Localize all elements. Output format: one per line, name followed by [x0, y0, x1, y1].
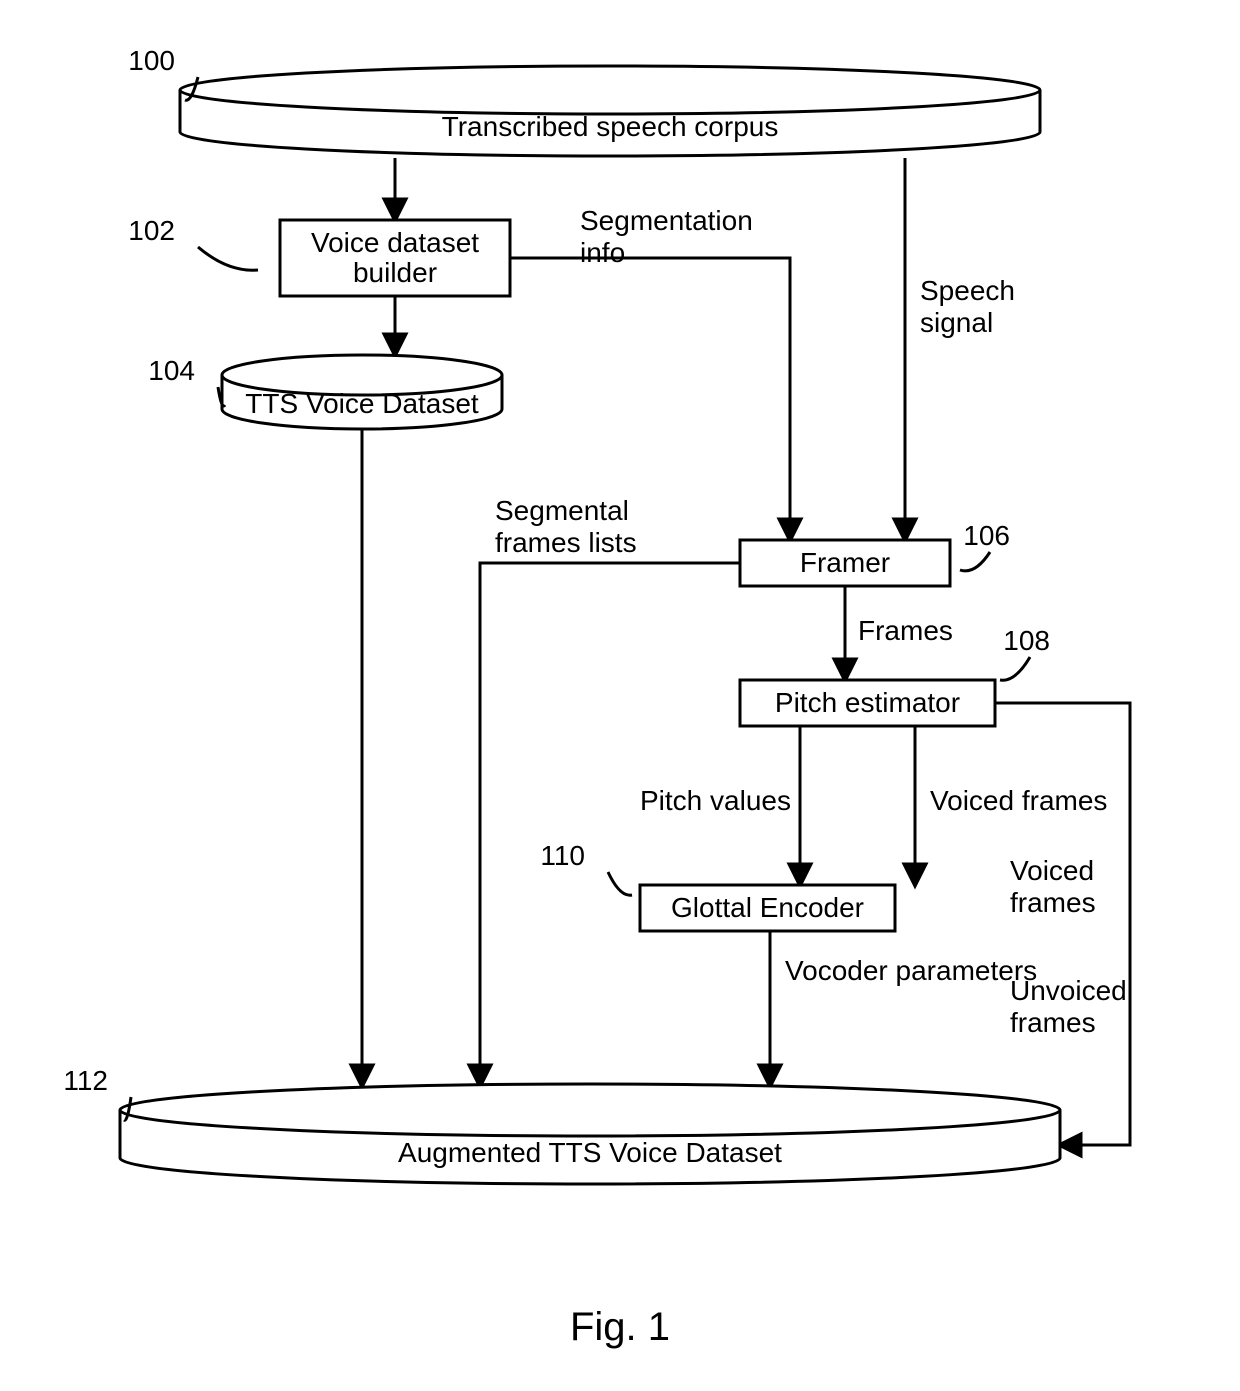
box-pitch: Pitch estimator [740, 680, 995, 726]
ref-pitch: 108 [1003, 625, 1050, 656]
cylinder-aug-label: Augmented TTS Voice Dataset [398, 1137, 782, 1168]
lbl-uf-1: Unvoiced [1010, 975, 1127, 1006]
lbl-voicedframes: Voiced frames [930, 785, 1107, 816]
ref-glottal: 110 [540, 840, 585, 871]
lbl-speech-2: signal [920, 307, 993, 338]
box-builder-line1: builder [353, 257, 437, 288]
lbl-pitchvals: Pitch values [640, 785, 791, 816]
cylinder-aug: Augmented TTS Voice Dataset [120, 1084, 1060, 1184]
lbl-speech-1: Speech [920, 275, 1015, 306]
box-pitch-line0: Pitch estimator [775, 687, 960, 718]
ref-tts: 104 [148, 355, 195, 386]
ref-framer: 106 [963, 520, 1010, 551]
lbl-vocoder: Vocoder parameters [785, 955, 1037, 986]
box-framer-line0: Framer [800, 547, 890, 578]
box-glottal: Glottal Encoder [640, 885, 895, 931]
box-framer: Framer [740, 540, 950, 586]
cylinder-tts: TTS Voice Dataset [222, 355, 502, 429]
lbl-frames: Frames [858, 615, 953, 646]
box-glottal-line0: Glottal Encoder [671, 892, 864, 923]
ref-builder-lead [198, 247, 258, 270]
diagram-canvas: Transcribed speech corpus TTS Voice Datas… [0, 0, 1240, 1391]
lbl-seglist-1: Segmental [495, 495, 629, 526]
edge-framer-seglist-hv [480, 563, 740, 1086]
box-builder: Voice datasetbuilder [280, 220, 510, 296]
ref-pitch-lead [1000, 657, 1030, 680]
cylinder-corpus: Transcribed speech corpus [180, 66, 1040, 156]
figure-label: Fig. 1 [570, 1305, 670, 1349]
ref-glottal-lead [608, 872, 632, 895]
cylinder-tts-label: TTS Voice Dataset [245, 388, 479, 419]
lbl-vf-1: Voiced [1010, 855, 1094, 886]
ref-framer-lead [960, 552, 990, 571]
lbl-seglist-2: frames lists [495, 527, 637, 558]
lbl-uf-2: frames [1010, 1007, 1096, 1038]
ref-corpus: 100 [128, 45, 175, 76]
edge-pitch-to-aug-path [995, 703, 1130, 1145]
lbl-seg-info-1: Segmentation [580, 205, 753, 236]
box-builder-line0: Voice dataset [311, 227, 479, 258]
ref-aug: 112 [63, 1065, 108, 1096]
lbl-seg-info-2: info [580, 237, 625, 268]
cylinder-corpus-label: Transcribed speech corpus [442, 111, 779, 142]
ref-builder: 102 [128, 215, 175, 246]
lbl-vf-2: frames [1010, 887, 1096, 918]
